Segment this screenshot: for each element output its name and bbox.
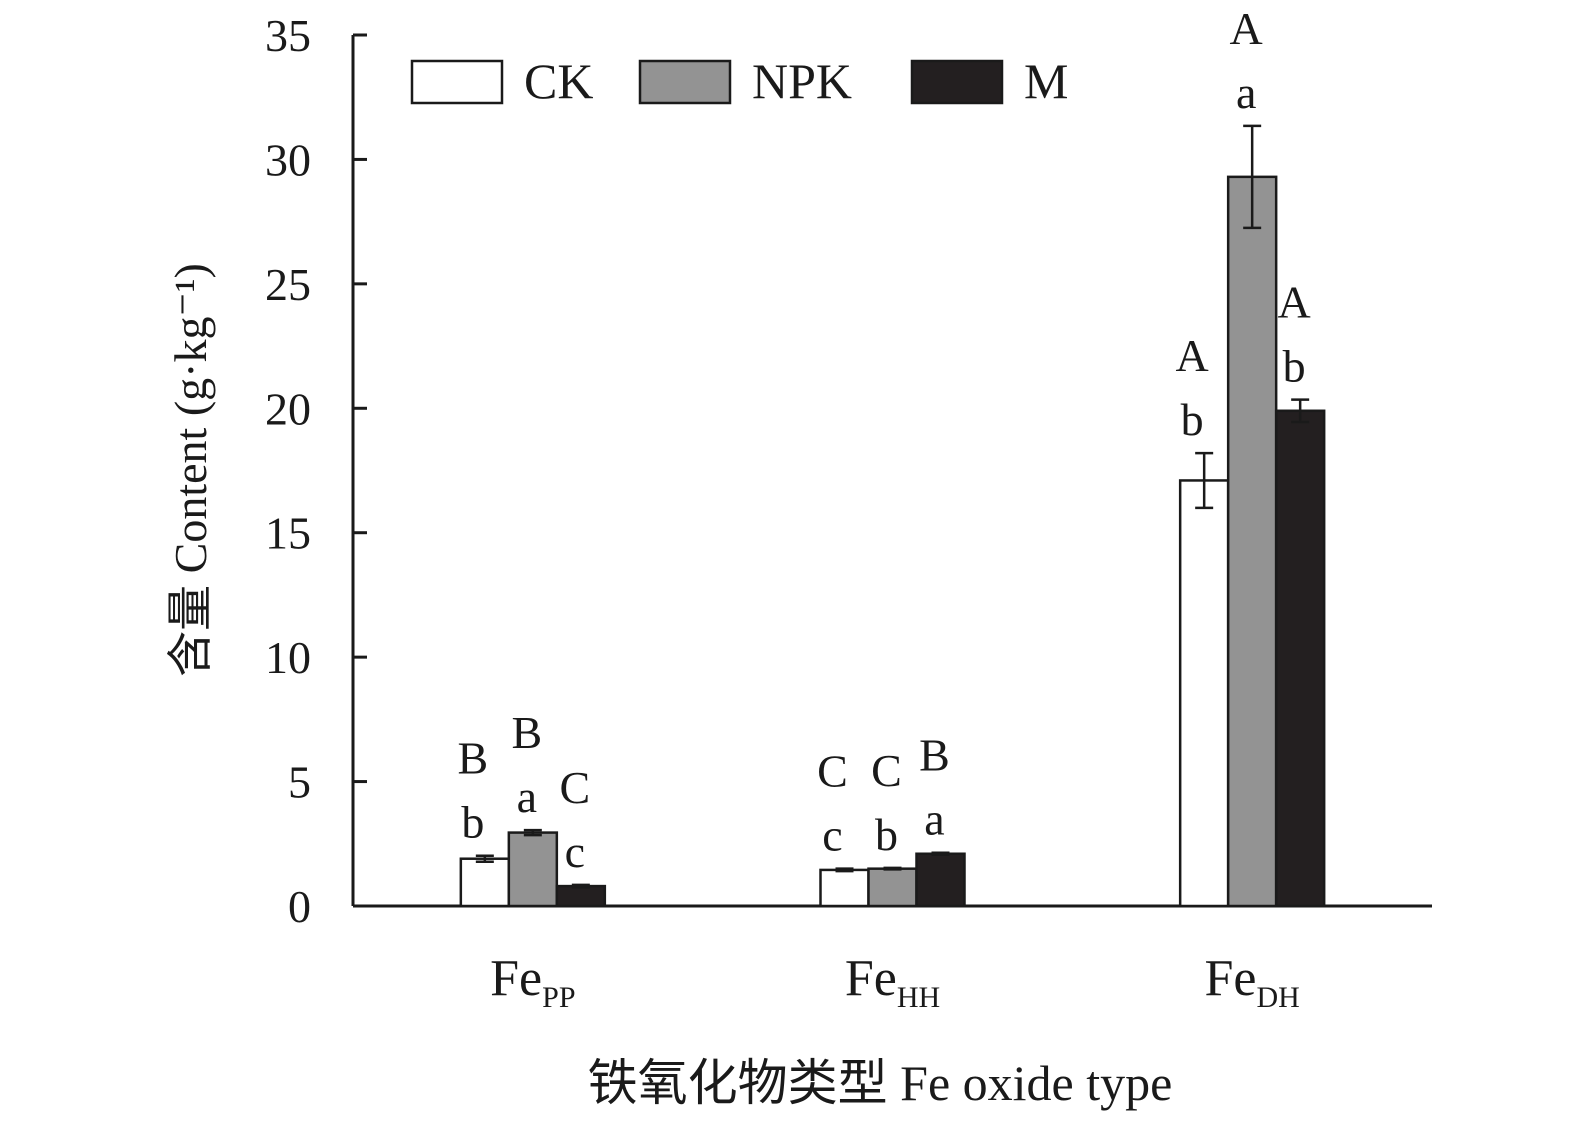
legend: CK NPK M (410, 53, 1068, 109)
legend-label-m: M (1024, 53, 1068, 109)
x-axis: FePP FeHH FeDH (353, 904, 1432, 1014)
significance-lower-letter: b (1181, 394, 1204, 445)
y-tick-label: 30 (265, 134, 311, 185)
x-tick-label: FePP (490, 950, 575, 1014)
significance-lower-letter: b (461, 797, 484, 848)
bar-ck-2 (1178, 479, 1230, 908)
legend-swatch-ck (410, 59, 504, 105)
significance-upper-letter: A (1176, 330, 1209, 381)
significance-upper-letter: C (871, 745, 902, 796)
y-axis: 0 5 10 15 20 25 30 35 (265, 10, 367, 932)
significance-lower-letter: c (822, 810, 842, 861)
y-tick-label: 25 (265, 259, 311, 310)
significance-upper-letter: B (919, 730, 950, 781)
significance-upper-letter: C (559, 762, 590, 813)
bar-npk-0 (507, 831, 559, 908)
significance-upper-letter: B (511, 707, 542, 758)
bar-m-1 (915, 852, 966, 908)
bar-m-2 (1274, 409, 1326, 908)
significance-lower-letter: c (565, 826, 585, 877)
x-tick-label: FeDH (1204, 950, 1299, 1014)
significance-upper-letter: A (1278, 277, 1311, 328)
y-tick-label: 10 (265, 632, 311, 683)
bar-ck-0 (459, 857, 511, 908)
significance-upper-letter: B (457, 733, 488, 784)
significance-lower-letter: b (875, 809, 898, 860)
y-tick-label: 0 (288, 881, 311, 932)
significance-lower-letter: a (517, 771, 537, 822)
significance-upper-letter: C (817, 746, 848, 797)
legend-label-npk: NPK (752, 53, 852, 109)
significance-lower-letter: a (1236, 67, 1256, 118)
y-axis-label: 含量 Content (g·kg⁻¹) (165, 263, 216, 677)
y-tick-label: 20 (265, 383, 311, 434)
bars (459, 124, 1326, 908)
x-tick-label: FeHH (845, 950, 940, 1014)
significance-lower-letter: b (1283, 341, 1306, 392)
bar-npk-2 (1226, 175, 1278, 908)
legend-swatch-m (910, 59, 1004, 105)
y-tick-label: 15 (265, 508, 311, 559)
bar-npk-1 (867, 867, 918, 908)
bar-m-0 (555, 884, 607, 908)
bar-ck-1 (819, 868, 870, 908)
legend-swatch-npk (638, 59, 732, 105)
significance-upper-letter: A (1230, 3, 1263, 54)
y-tick-label: 35 (265, 10, 311, 61)
significance-lower-letter: a (924, 794, 944, 845)
x-axis-label: 铁氧化物类型 Fe oxide type (588, 1055, 1173, 1111)
y-tick-label: 5 (288, 757, 311, 808)
legend-label-ck: CK (524, 53, 593, 109)
